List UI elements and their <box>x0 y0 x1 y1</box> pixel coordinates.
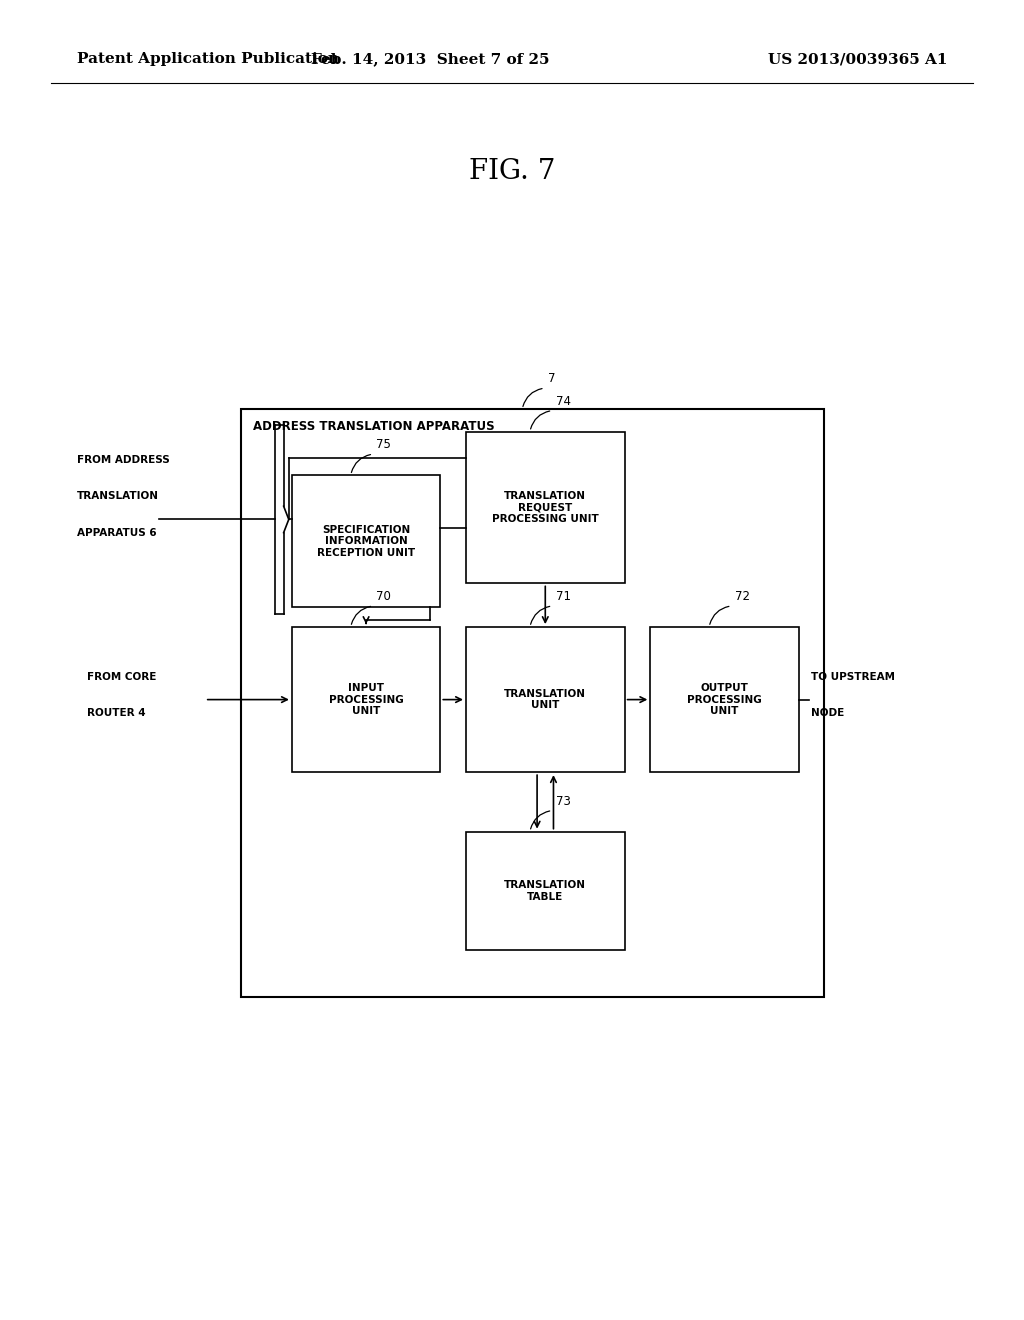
Text: TRANSLATION
REQUEST
PROCESSING UNIT: TRANSLATION REQUEST PROCESSING UNIT <box>492 491 599 524</box>
Text: FIG. 7: FIG. 7 <box>469 158 555 185</box>
Text: TRANSLATION
TABLE: TRANSLATION TABLE <box>504 880 587 902</box>
Bar <box>466 432 625 583</box>
Text: Feb. 14, 2013  Sheet 7 of 25: Feb. 14, 2013 Sheet 7 of 25 <box>311 53 549 66</box>
Bar <box>292 627 440 772</box>
Text: Patent Application Publication: Patent Application Publication <box>77 53 339 66</box>
Text: SPECIFICATION
INFORMATION
RECEPTION UNIT: SPECIFICATION INFORMATION RECEPTION UNIT <box>317 524 415 558</box>
Text: 73: 73 <box>555 795 570 808</box>
Text: US 2013/0039365 A1: US 2013/0039365 A1 <box>768 53 947 66</box>
Text: 74: 74 <box>555 395 570 408</box>
Text: 7: 7 <box>548 372 555 385</box>
Bar <box>466 832 625 950</box>
Text: ADDRESS TRANSLATION APPARATUS: ADDRESS TRANSLATION APPARATUS <box>253 420 495 433</box>
Text: FROM CORE: FROM CORE <box>87 672 157 682</box>
Text: TRANSLATION
UNIT: TRANSLATION UNIT <box>504 689 587 710</box>
Text: 71: 71 <box>555 590 570 603</box>
Text: TO UPSTREAM: TO UPSTREAM <box>811 672 895 682</box>
Bar <box>292 475 440 607</box>
Text: OUTPUT
PROCESSING
UNIT: OUTPUT PROCESSING UNIT <box>687 682 762 717</box>
Bar <box>241 409 824 997</box>
Text: 70: 70 <box>377 590 391 603</box>
Text: INPUT
PROCESSING
UNIT: INPUT PROCESSING UNIT <box>329 682 403 717</box>
Text: FROM ADDRESS: FROM ADDRESS <box>77 455 170 465</box>
Text: 75: 75 <box>377 438 391 451</box>
Text: TRANSLATION: TRANSLATION <box>77 491 159 500</box>
Text: 72: 72 <box>735 590 750 603</box>
Text: APPARATUS 6: APPARATUS 6 <box>77 528 157 537</box>
Text: NODE: NODE <box>811 708 844 718</box>
Bar <box>466 627 625 772</box>
Text: ROUTER 4: ROUTER 4 <box>87 708 145 718</box>
Bar <box>650 627 799 772</box>
